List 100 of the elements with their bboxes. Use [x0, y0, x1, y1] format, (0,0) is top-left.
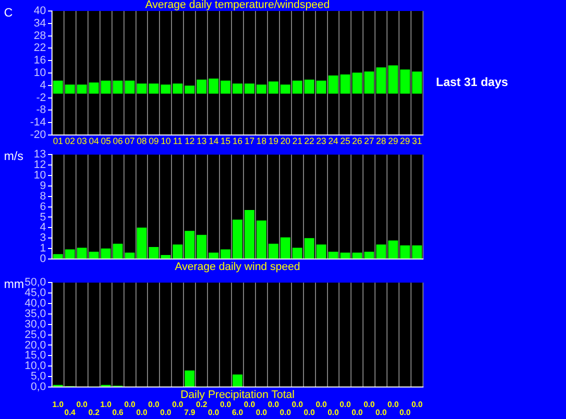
bar: [244, 84, 254, 94]
x-tick-label: 22: [304, 136, 314, 146]
data-label: 0.0: [244, 400, 256, 410]
y-tick-label: 8: [40, 190, 46, 202]
bar: [148, 246, 159, 258]
y-tick-label: 34: [34, 17, 46, 30]
y-tick-label: 30,0: [24, 318, 46, 330]
data-label: 0.0: [256, 408, 268, 418]
bar: [136, 228, 147, 258]
chart-title: Average daily temperature/windspeed: [145, 0, 330, 12]
data-label: 0.2: [196, 400, 208, 410]
bar: [304, 238, 314, 258]
bar: [124, 80, 135, 94]
bar: [328, 75, 338, 94]
bar: [388, 65, 398, 94]
bar: [268, 244, 278, 258]
y-tick-label: 5,0: [30, 370, 46, 383]
y-tick-label: 15,0: [24, 350, 46, 362]
y-tick-label: -20: [30, 129, 46, 142]
x-tick-label: 10: [160, 136, 171, 146]
text: Average daily wind speed: [174, 261, 300, 274]
x-tick-label: 21: [292, 136, 302, 146]
data-label: 0.0: [364, 400, 376, 410]
bar: [292, 80, 302, 94]
bar: [172, 84, 183, 94]
data-label: 0.0: [268, 400, 280, 410]
bar: [256, 84, 266, 94]
data-label: 0.0: [352, 408, 364, 418]
bar: [184, 86, 195, 94]
data-label: 0.0: [388, 400, 400, 410]
bar: [196, 80, 207, 94]
x-tick-label: 29: [388, 136, 398, 146]
bar: [232, 374, 242, 386]
x-tick-label: 15: [220, 136, 231, 146]
bar: [88, 82, 99, 94]
y-tick-label: 20,0: [24, 339, 46, 352]
data-label: 1.0: [52, 400, 64, 410]
data-label: 0.0: [304, 408, 316, 418]
y-axis-title: C: [4, 5, 13, 20]
data-label: 0.0: [76, 400, 88, 410]
bar: [77, 248, 87, 258]
y-tick-label: 3: [40, 232, 46, 244]
bar: [400, 245, 410, 258]
bar: [112, 244, 123, 258]
data-label: 6.0: [232, 408, 244, 418]
bar: [100, 80, 111, 94]
y-tick-label: 40: [34, 5, 46, 18]
y-tick-label: 6: [40, 200, 46, 213]
y-tick-label: 4: [40, 79, 46, 92]
y-tick-label: 22: [34, 42, 46, 54]
y-tick-label: -8: [36, 104, 46, 116]
y-tick-label: 35,0: [24, 308, 46, 320]
y-tick-label: 40,0: [24, 298, 46, 310]
y-tick-label: 0,0: [30, 381, 46, 394]
text: Daily Precipitation Total: [180, 389, 295, 402]
y-axis-title: m/s: [4, 148, 24, 163]
bar: [316, 244, 326, 258]
y-tick-label: -2: [36, 92, 46, 104]
data-label: 0.0: [124, 400, 136, 410]
data-label: 0.6: [112, 408, 124, 418]
x-tick-label: 31: [412, 136, 422, 146]
bar: [304, 80, 314, 94]
x-tick-label: 26: [352, 136, 362, 146]
bar: [232, 220, 242, 258]
y-tick-label: 4: [40, 222, 46, 234]
y-tick-label: 16: [34, 54, 46, 67]
data-label: 0.0: [160, 408, 172, 418]
data-label: 0.0: [280, 408, 292, 418]
data-label: 0.0: [136, 408, 148, 418]
data-label: 7.9: [184, 408, 196, 418]
x-tick-label: 18: [256, 136, 266, 146]
bar: [208, 78, 218, 94]
bar: [232, 84, 242, 94]
bar: [100, 248, 111, 258]
bar: [412, 245, 422, 258]
y-tick-label: 0: [40, 253, 46, 266]
y-tick-label: 5: [40, 211, 46, 224]
x-tick-label: 05: [100, 136, 111, 146]
y-tick-label: 28: [34, 30, 46, 42]
bar: [160, 84, 171, 94]
bar: [280, 84, 290, 94]
bar: [292, 248, 302, 258]
x-tick-label: 29: [400, 136, 410, 146]
y-tick-label: 10: [34, 67, 46, 80]
x-tick-label: 27: [364, 136, 374, 146]
bar: [136, 84, 147, 94]
bar: [196, 234, 207, 258]
x-tick-label: 11: [172, 136, 182, 146]
x-tick-label: 12: [184, 136, 195, 146]
data-label: 0.0: [411, 400, 424, 410]
y-tick-label: 12: [34, 159, 46, 172]
bar: [208, 252, 218, 258]
bar: [184, 230, 195, 258]
bar: [376, 67, 386, 94]
y-tick-label: 10: [34, 170, 46, 182]
x-tick-label: 13: [196, 136, 207, 146]
bar: [364, 252, 374, 258]
data-label: 0.0: [220, 400, 232, 410]
bar: [412, 72, 422, 94]
x-tick-label: 01: [52, 136, 63, 146]
